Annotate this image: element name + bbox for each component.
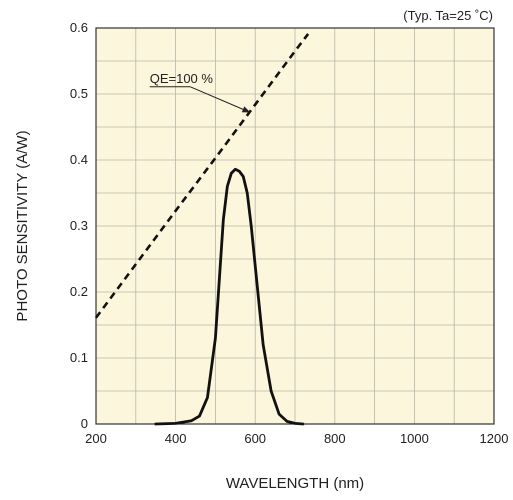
series-line-qe100 (94, 33, 310, 319)
x-tick-label: 600 (244, 431, 266, 446)
y-tick-label: 0 (81, 416, 88, 431)
x-axis-label: WAVELENGTH (nm) (226, 475, 364, 492)
condition-note: (Typ. Ta=25 ˚C) (403, 8, 493, 23)
y-tick-labels: 0 0.1 0.2 0.3 0.4 0.5 0.6 (70, 20, 88, 431)
y-tick-label: 0.3 (70, 218, 88, 233)
x-tick-label: 1200 (480, 431, 509, 446)
y-tick-label: 0.2 (70, 284, 88, 299)
qe-annotation-leader (190, 86, 251, 113)
y-tick-label: 0.1 (70, 350, 88, 365)
annotation-layer: QE=100 % (149, 71, 251, 113)
x-tick-label: 1000 (400, 431, 429, 446)
qe-annotation-label: QE=100 % (150, 71, 214, 86)
series-layer (94, 33, 310, 426)
x-tick-label: 400 (165, 431, 187, 446)
y-tick-label: 0.4 (70, 152, 88, 167)
x-tick-label: 200 (85, 431, 107, 446)
x-tick-labels: 200 400 600 800 1000 1200 (85, 431, 508, 446)
grid-lines (96, 28, 494, 424)
y-tick-label: 0.5 (70, 86, 88, 101)
y-tick-label: 0.6 (70, 20, 88, 35)
series-line-sensitivity (154, 167, 305, 426)
y-axis-label: PHOTO SENSITIVITY (A/W) (14, 130, 31, 321)
x-tick-label: 800 (324, 431, 346, 446)
qe-annotation-arrowhead (241, 106, 251, 113)
